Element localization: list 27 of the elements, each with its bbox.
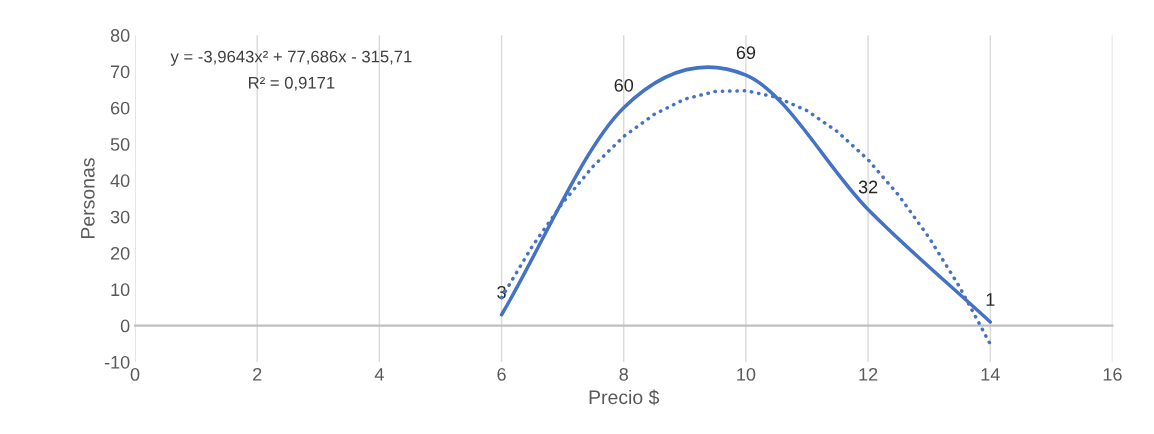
y-tick-label: 70 xyxy=(111,65,130,79)
x-tick-label: 8 xyxy=(619,367,628,381)
y-tick-label: 60 xyxy=(110,101,130,115)
x-tick-label: 16 xyxy=(1103,367,1122,381)
data-label: 69 xyxy=(736,46,756,60)
x-tick-label: 12 xyxy=(859,367,878,381)
y-tick-label: 10 xyxy=(111,283,130,297)
x-tick-label: 6 xyxy=(497,367,506,381)
data-label: 60 xyxy=(614,78,634,92)
y-tick-label: 0 xyxy=(120,319,130,333)
x-tick-label: 10 xyxy=(737,367,756,381)
x-tick-label: 4 xyxy=(374,368,384,381)
y-tick-label: 30 xyxy=(110,210,130,224)
y-tick-label: 50 xyxy=(110,138,130,151)
y-tick-label: 80 xyxy=(110,29,130,42)
y-tick-label: 40 xyxy=(110,174,130,188)
x-tick-label: 0 xyxy=(130,367,140,381)
annotation: y = -3,9643x² + 77,686x - 315,71 xyxy=(170,50,412,66)
data-label: 1 xyxy=(986,293,995,306)
y-tick-label: -10 xyxy=(104,355,130,369)
y-tick-label: 20 xyxy=(110,246,130,260)
annotation: R² = 0,9171 xyxy=(249,76,335,91)
data-label: 32 xyxy=(858,180,878,194)
x-tick-label: 2 xyxy=(253,367,262,381)
y-axis-title: Personas xyxy=(81,158,95,239)
x-tick-label: 14 xyxy=(981,368,1000,381)
x-axis-title: Precio $ xyxy=(589,389,660,406)
